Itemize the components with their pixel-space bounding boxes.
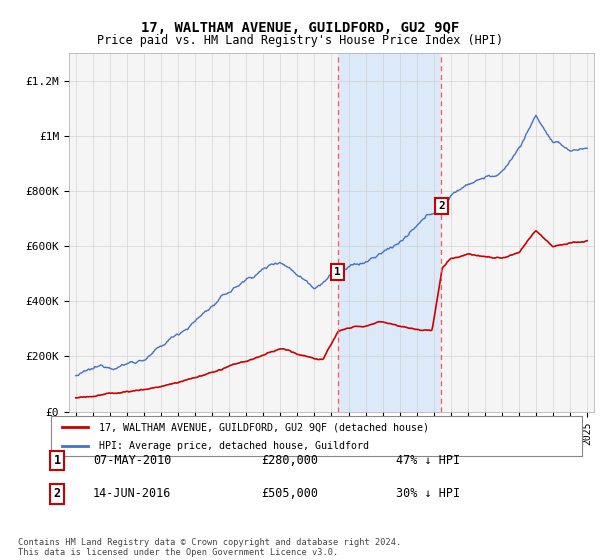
Text: 1: 1	[53, 454, 61, 467]
Text: £505,000: £505,000	[261, 487, 318, 501]
Text: 30% ↓ HPI: 30% ↓ HPI	[396, 487, 460, 501]
Text: 07-MAY-2010: 07-MAY-2010	[93, 454, 172, 467]
Text: 2: 2	[438, 200, 445, 211]
Text: £280,000: £280,000	[261, 454, 318, 467]
Text: 47% ↓ HPI: 47% ↓ HPI	[396, 454, 460, 467]
Text: 17, WALTHAM AVENUE, GUILDFORD, GU2 9QF (detached house): 17, WALTHAM AVENUE, GUILDFORD, GU2 9QF (…	[99, 422, 429, 432]
Text: 17, WALTHAM AVENUE, GUILDFORD, GU2 9QF: 17, WALTHAM AVENUE, GUILDFORD, GU2 9QF	[141, 21, 459, 35]
Text: Contains HM Land Registry data © Crown copyright and database right 2024.
This d: Contains HM Land Registry data © Crown c…	[18, 538, 401, 557]
Bar	[338, 53, 442, 412]
Text: 14-JUN-2016: 14-JUN-2016	[93, 487, 172, 501]
Text: 1: 1	[334, 267, 341, 277]
Text: Price paid vs. HM Land Registry's House Price Index (HPI): Price paid vs. HM Land Registry's House …	[97, 34, 503, 46]
Text: HPI: Average price, detached house, Guildford: HPI: Average price, detached house, Guil…	[99, 441, 369, 451]
Text: 2: 2	[53, 487, 61, 501]
